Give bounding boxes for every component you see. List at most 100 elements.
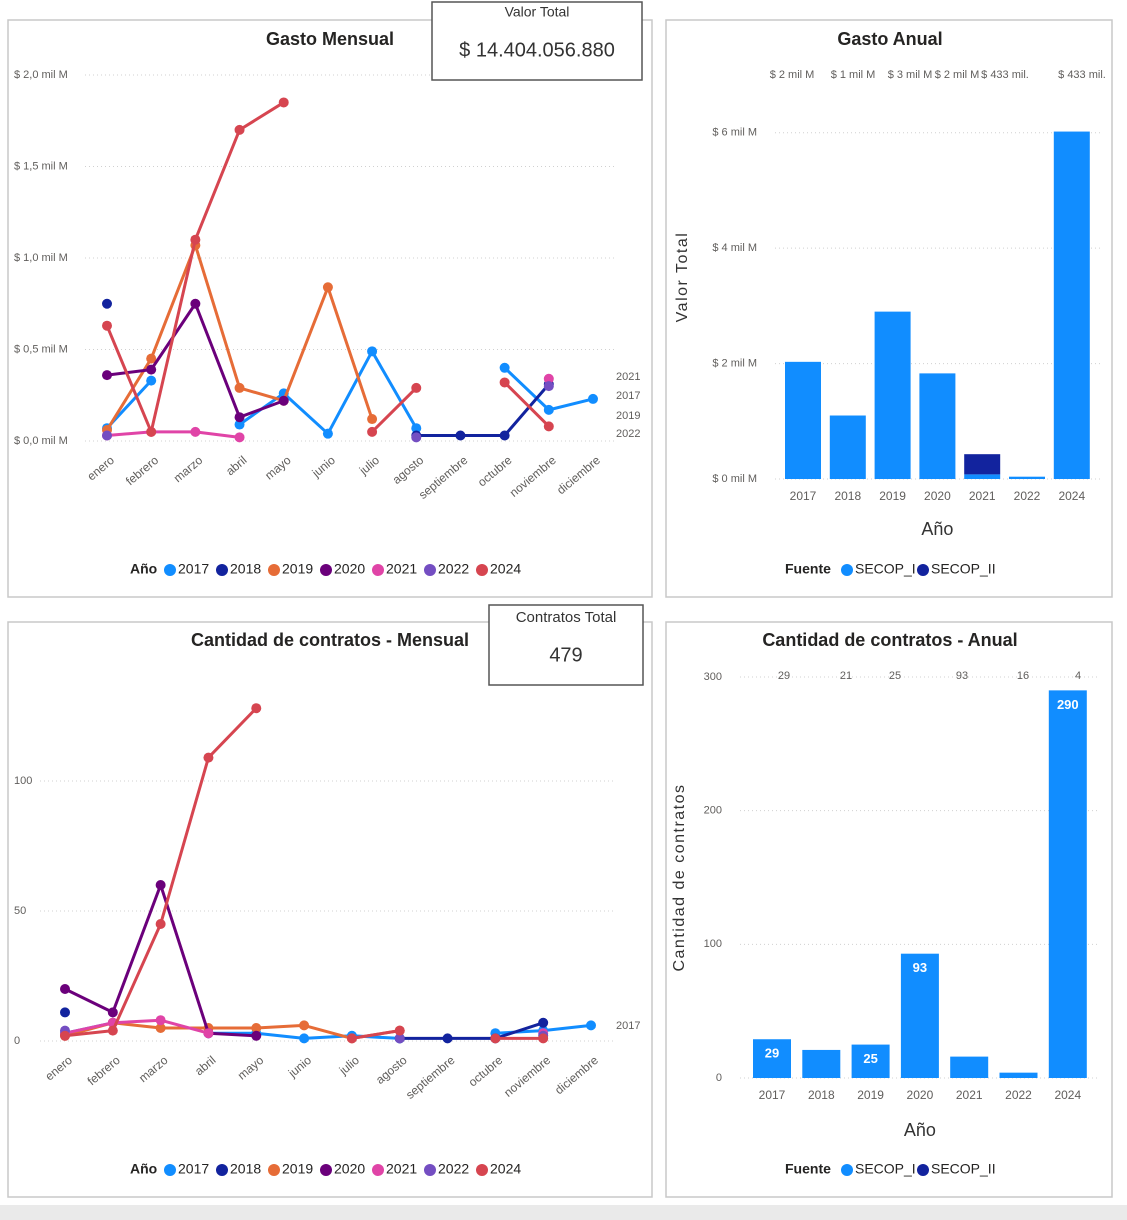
x-tick-label: 2024	[1058, 489, 1085, 503]
data-point	[411, 382, 422, 393]
total-label: 29	[778, 670, 790, 682]
legend-marker	[216, 564, 228, 576]
legend-marker	[424, 1164, 436, 1176]
legend-marker	[476, 1164, 488, 1176]
card-title: Contratos Total	[516, 609, 617, 626]
data-point	[146, 364, 157, 375]
data-point	[455, 430, 466, 441]
legend-marker	[372, 1164, 384, 1176]
y-tick-label: 300	[704, 671, 722, 683]
data-point	[538, 1033, 549, 1044]
data-point	[490, 1033, 501, 1044]
legend-label: 2024	[490, 561, 521, 577]
y-axis-title: Valor Total	[674, 232, 691, 323]
data-point	[299, 1033, 310, 1044]
data-point	[322, 428, 333, 439]
data-point	[146, 353, 157, 364]
data-point	[203, 1028, 214, 1039]
bar	[964, 454, 1001, 475]
data-point	[234, 432, 245, 443]
data-point	[411, 423, 422, 434]
legend-label: SECOP_II	[931, 1161, 996, 1177]
data-point	[190, 234, 201, 245]
legend-label: 2021	[386, 561, 417, 577]
end-label: 2021	[616, 371, 640, 383]
data-point	[203, 752, 214, 763]
legend-label: SECOP_I	[855, 561, 916, 577]
total-label: $ 3 mil M	[888, 69, 933, 81]
x-tick-label: 2017	[790, 489, 817, 503]
y-tick-label: $ 0,5 mil M	[14, 343, 68, 355]
data-point	[367, 346, 378, 357]
y-tick-label: $ 1,5 mil M	[14, 160, 68, 172]
total-label: $ 2 mil M	[935, 69, 980, 81]
total-label: $ 433 mil.	[981, 69, 1029, 81]
data-point	[367, 414, 378, 425]
y-tick-label: $ 0 mil M	[712, 473, 757, 485]
y-tick-label: 200	[704, 805, 722, 817]
legend-marker	[476, 564, 488, 576]
data-point	[234, 124, 245, 135]
legend-marker	[164, 1164, 176, 1176]
y-tick-label: 100	[704, 938, 722, 950]
card-title: Valor Total	[505, 4, 570, 20]
legend-label: 2018	[230, 1161, 261, 1177]
legend-label: 2017	[178, 561, 209, 577]
data-point	[102, 298, 112, 309]
chart-title: Gasto Anual	[837, 29, 942, 49]
end-label: 2017	[616, 390, 640, 402]
x-tick-label: 2020	[907, 1088, 934, 1102]
x-tick-label: 2017	[759, 1088, 786, 1102]
legend-marker	[320, 564, 332, 576]
data-point	[543, 381, 554, 392]
legend-label: 2022	[438, 561, 469, 577]
total-label: 21	[840, 670, 852, 682]
total-label: $ 433 mil.	[1058, 69, 1106, 81]
legend-marker	[372, 564, 384, 576]
y-tick-label: 0	[716, 1072, 722, 1084]
data-point	[299, 1020, 310, 1031]
card	[431, 1, 643, 81]
legend-label: 2021	[386, 1161, 417, 1177]
series-line	[416, 383, 550, 438]
card-value: $ 14.404.056.880	[459, 39, 615, 61]
chart-title: Cantidad de contratos - Anual	[762, 630, 1017, 650]
data-point	[107, 1007, 118, 1018]
series-line	[399, 1021, 544, 1040]
data-point	[155, 1023, 166, 1033]
bar	[964, 474, 1001, 479]
footer-strip	[0, 1205, 1127, 1220]
x-tick-label: 2022	[1005, 1088, 1032, 1102]
data-point	[499, 362, 510, 373]
data-label: 29	[765, 1046, 779, 1061]
data-label: 25	[863, 1051, 877, 1066]
data-point	[543, 421, 554, 432]
bar	[785, 361, 821, 479]
y-tick-label: $ 0,0 mil M	[14, 435, 68, 447]
x-tick-label: 2024	[1054, 1088, 1081, 1102]
legend-label: 2019	[282, 561, 313, 577]
panel	[665, 621, 1113, 1198]
legend-label: SECOP_I	[855, 1161, 916, 1177]
bar	[900, 953, 939, 1078]
legend-title: Fuente	[785, 561, 831, 577]
data-label: 290	[1057, 697, 1079, 712]
data-point	[346, 1033, 357, 1044]
bar	[1048, 690, 1087, 1078]
data-point	[588, 393, 598, 404]
data-point	[499, 377, 510, 388]
data-point	[155, 1015, 166, 1026]
data-point	[102, 320, 112, 331]
data-point	[60, 1030, 70, 1041]
legend-label: 2020	[334, 561, 365, 577]
legend-label: 2019	[282, 1161, 313, 1177]
panel	[7, 19, 653, 598]
legend-label: 2018	[230, 561, 261, 577]
legend-label: 2020	[334, 1161, 365, 1177]
data-point	[538, 1017, 549, 1028]
data-point	[234, 412, 245, 423]
legend-marker	[917, 1164, 929, 1176]
legend-marker	[216, 1164, 228, 1176]
end-label: 2017	[616, 1020, 640, 1032]
data-point	[278, 97, 289, 108]
